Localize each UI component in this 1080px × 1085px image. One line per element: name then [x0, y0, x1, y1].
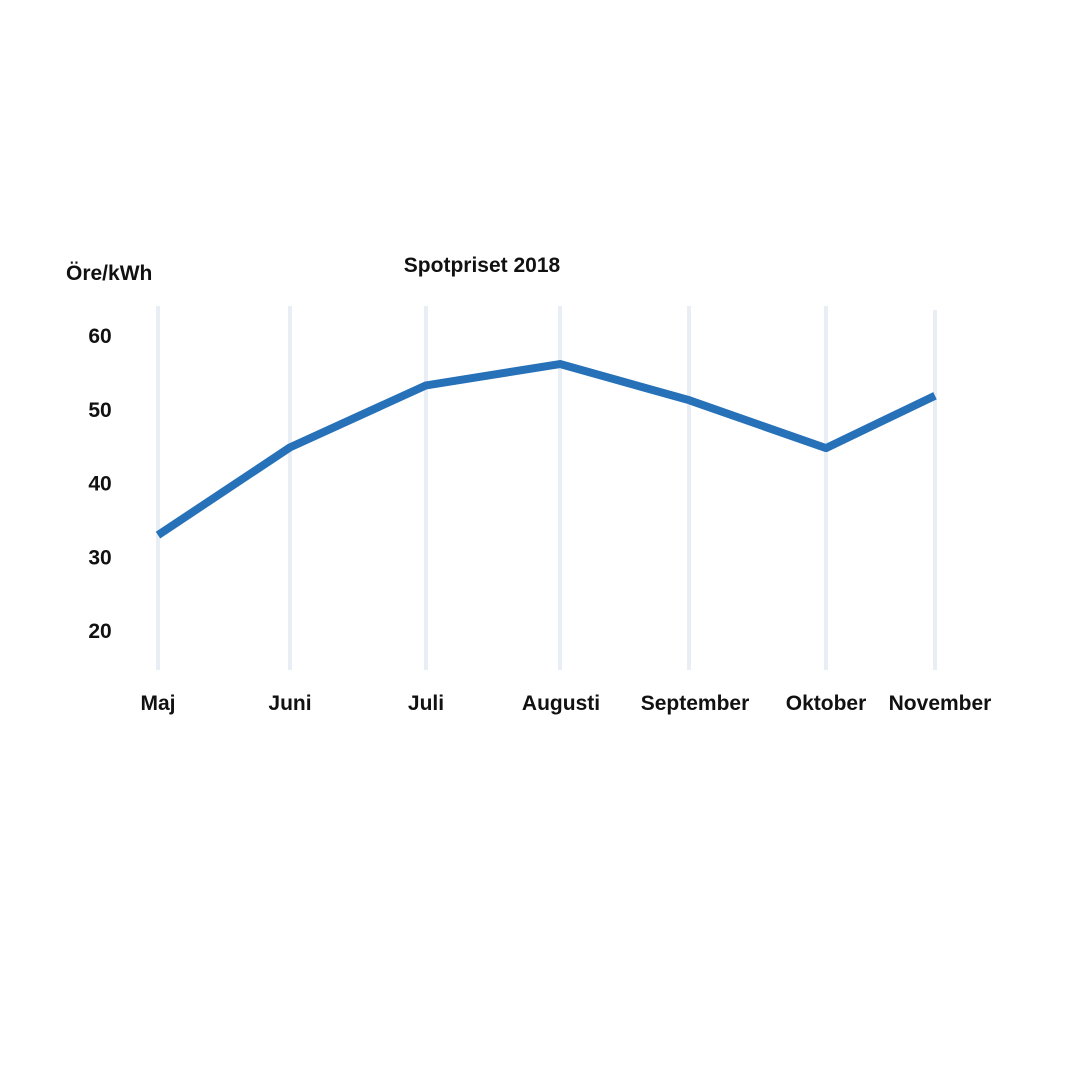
text-layer: Spotpriset 2018 Öre/kWh	[66, 254, 561, 285]
y-tick-labels: 20 30 40 50 60	[88, 325, 111, 643]
series-line	[158, 364, 935, 535]
y-tick-label: 50	[88, 399, 111, 422]
x-tick-label-augusti: Augusti	[522, 692, 600, 715]
x-tick-label-maj: Maj	[140, 692, 175, 715]
y-tick-label: 60	[88, 325, 111, 348]
x-tick-label-november: November	[889, 692, 992, 715]
series-layer	[158, 364, 935, 535]
y-tick-label: 40	[88, 473, 111, 496]
y-tick-label: 20	[88, 620, 111, 643]
y-tick-label: 30	[88, 546, 111, 569]
grid-lines	[158, 306, 935, 670]
x-tick-label-juni: Juni	[268, 692, 311, 715]
chart-title: Spotpriset 2018	[404, 254, 561, 277]
x-tick-label-oktober: Oktober	[786, 692, 867, 715]
y-axis-label: Öre/kWh	[66, 262, 152, 285]
x-tick-labels: Maj Juni Juli Augusti September Oktober Novemb…	[140, 692, 991, 715]
x-tick-label-september: September	[641, 692, 750, 715]
x-tick-label-juli: Juli	[408, 692, 444, 715]
